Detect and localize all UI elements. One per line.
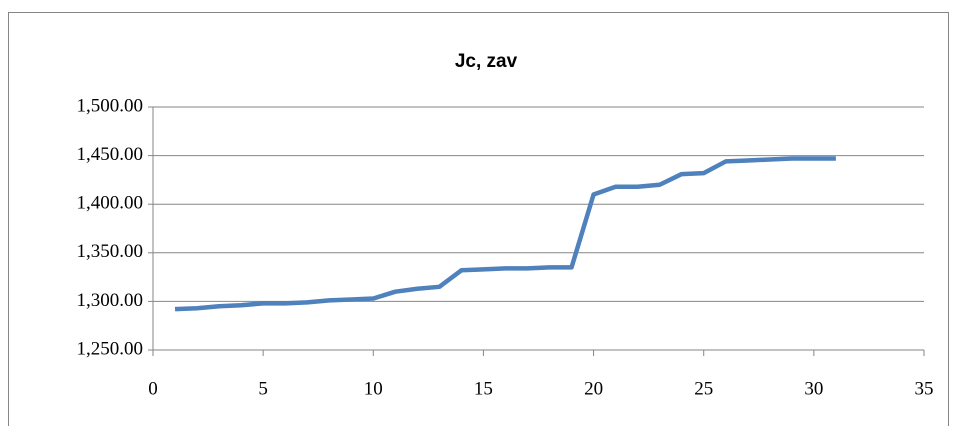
chart-title: Jc, zav — [455, 51, 518, 72]
x-tick-label: 20 — [584, 378, 603, 399]
y-tick-label: 1,350.00 — [77, 241, 144, 262]
y-tick-label: 1,250.00 — [77, 338, 144, 359]
x-tick-label: 15 — [474, 378, 493, 399]
x-tick-label: 30 — [804, 378, 823, 399]
x-tick-label: 35 — [915, 378, 934, 399]
chart-frame — [8, 12, 949, 426]
y-tick-label: 1,450.00 — [77, 144, 144, 165]
y-tick-label: 1,400.00 — [77, 193, 144, 214]
x-tick-label: 0 — [148, 378, 158, 399]
x-tick-label: 5 — [258, 378, 268, 399]
data-line — [174, 156, 836, 312]
x-tick-label: 10 — [364, 378, 383, 399]
y-tick-label: 1,500.00 — [77, 95, 144, 116]
y-tick-label: 1,300.00 — [77, 290, 144, 311]
x-tick-label: 25 — [694, 378, 713, 399]
